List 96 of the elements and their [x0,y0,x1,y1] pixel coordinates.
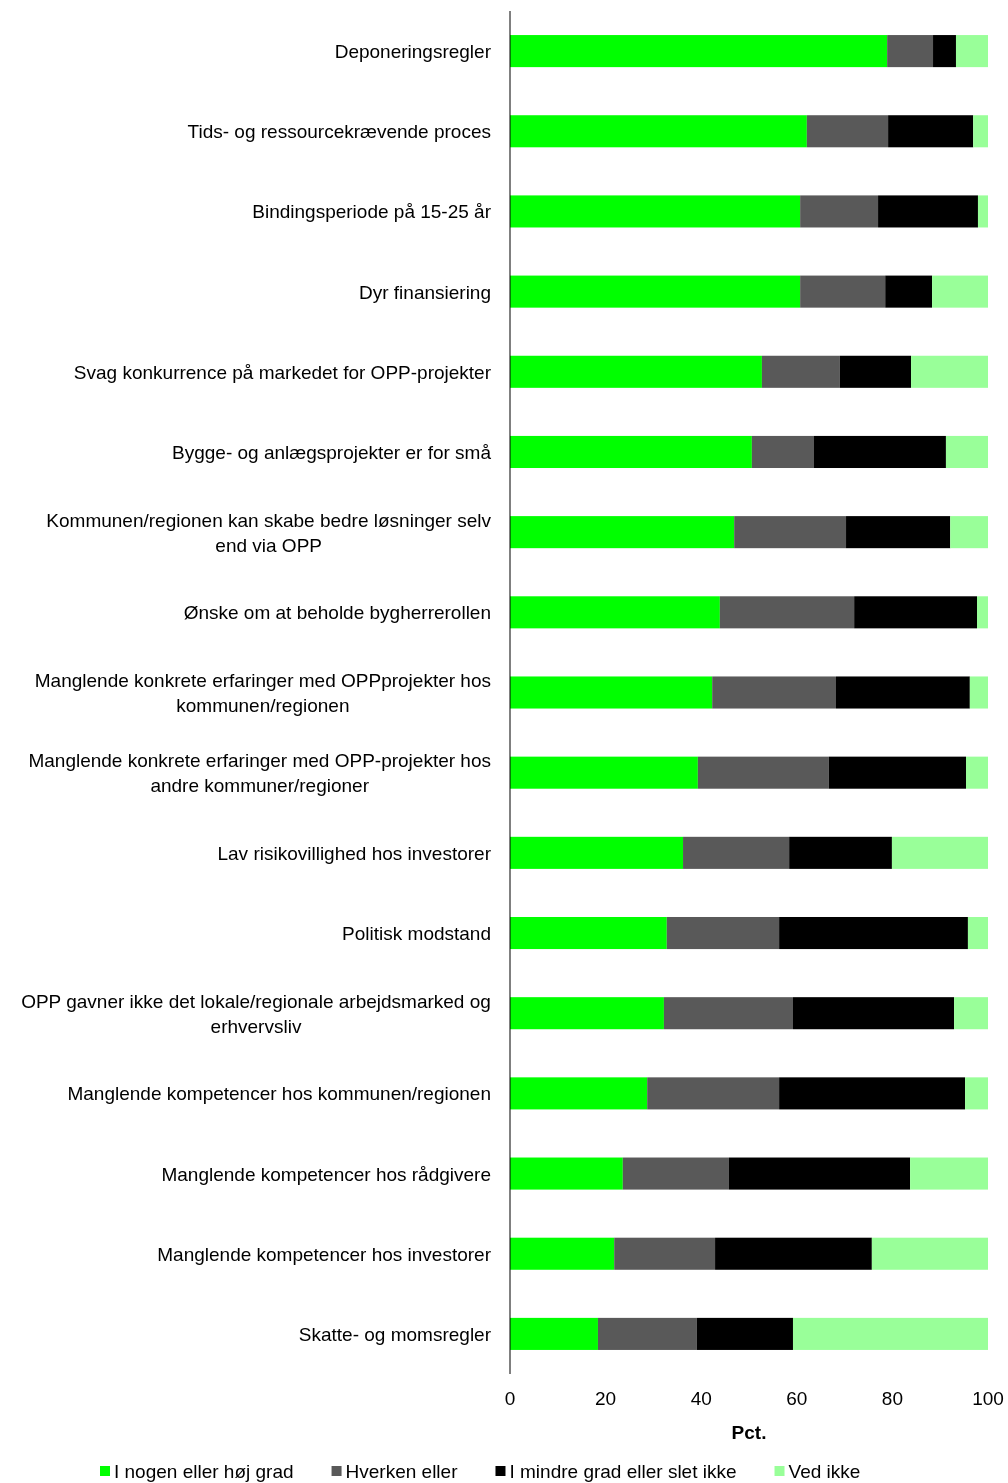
bar [800,195,879,228]
bar [510,195,801,228]
bar [510,516,735,549]
bar [510,1237,615,1270]
bar [510,756,698,789]
bar [871,1237,988,1270]
bar [965,1077,988,1110]
bar [510,435,752,469]
bar [954,997,988,1030]
bar [891,836,988,869]
bar [510,35,888,68]
x-tick-label: 20 [595,1388,617,1409]
bar [622,1157,729,1190]
bar [510,1157,623,1190]
y-tick-label: Politisk modstand [342,922,491,944]
y-tick-label: Manglende kompetencer hos kommunen/regionen [67,1082,491,1104]
bar [814,435,946,469]
y-tick-label: Bindingsperiode på 15-25 år [252,200,492,222]
bar [647,1077,780,1110]
x-tick-label: 100 [972,1388,1004,1409]
y-tick-label: Svag konkurrence på markedet for OPP-projekter [73,361,492,383]
bar [885,275,933,308]
bar [973,115,988,148]
y-tick-label: Deponeringsregler [334,40,492,62]
x-axis-title: Pct. [731,1422,767,1443]
bar [977,195,988,228]
y-tick-label: Ønske om at beholde bygherrerollen [183,601,491,623]
bar [510,997,664,1030]
bar [846,516,951,549]
legend-label: I mindre grad eller slet ikke [509,1461,737,1482]
bar [933,35,956,68]
bar [828,756,967,789]
y-tick-label: Bygge- og anlægsprojekter er for små [172,441,492,463]
bar [911,355,988,388]
bar [969,676,988,709]
bar [878,195,978,228]
bar [779,1077,966,1110]
y-tick-label: Manglende konkrete erfaringer med OPPprojekter hos kommunen/regionen [34,669,491,716]
bar [715,1237,872,1270]
bar [734,516,847,549]
bar [854,596,978,629]
y-tick-label: Skatte- og momsregler [298,1323,492,1345]
y-tick-label: Manglende konkrete erfaringer med OPP-projekter hos andre kommuner/regioner [28,749,491,796]
bar [510,596,720,629]
legend-label: Hverken eller [345,1461,459,1482]
bar [789,836,892,869]
y-tick-label: OPP gavner ikke det lokale/regionale arbejdsmarked og erhvervsliv [21,990,491,1037]
bar [663,997,793,1030]
bar [779,916,968,950]
x-tick-label: 80 [881,1388,903,1409]
bar [510,275,801,308]
bar [597,1317,697,1350]
bar [614,1237,716,1270]
x-tick-label: 0 [504,1388,516,1409]
bar [806,115,889,148]
bar [839,355,912,388]
bar [792,997,955,1030]
y-tick-label: Dyr finansiering [359,281,491,303]
legend-label: Ved ikke [788,1461,861,1482]
y-tick-label: Manglende kompetencer hos investorer [157,1243,492,1265]
bar [888,115,974,148]
bar [683,836,790,869]
y-tick-label: Tids- og ressourcekrævende proces [187,120,491,142]
x-tick-label: 40 [690,1388,712,1409]
bar [696,1317,793,1350]
bar [945,435,988,469]
bar [950,516,988,549]
bar [697,756,829,789]
bar [955,35,988,68]
y-tick-label: Kommunen/regionen kan skabe bedre løsninger selv end via OPP [46,509,492,556]
bar [751,435,815,469]
bar [977,596,988,629]
bar [510,115,807,148]
bar [666,916,780,950]
bar [910,1157,988,1190]
x-tick-label: 60 [786,1388,808,1409]
bar [510,1317,598,1350]
bar [966,756,988,789]
bar [719,596,855,629]
bar [712,676,836,709]
y-tick-label: Lav risikovillighed hos investorer [217,842,492,864]
bar [800,275,886,308]
bar [728,1157,911,1190]
bar [510,676,713,709]
bar [510,1077,648,1110]
bar [932,275,988,308]
bar [887,35,934,68]
bar [510,916,667,950]
y-tick-label: Manglende kompetencer hos rådgivere [161,1163,491,1185]
bar [761,355,840,388]
bar [967,916,988,950]
bar [510,355,762,388]
legend-label: I nogen eller høj grad [114,1461,294,1482]
bar [836,676,970,709]
bar [510,836,684,869]
bar [792,1317,988,1350]
